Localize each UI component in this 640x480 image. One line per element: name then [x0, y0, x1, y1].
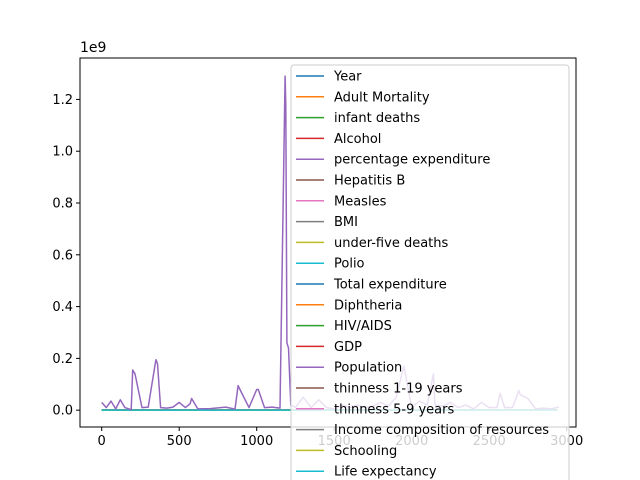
legend-label: under-five deaths: [334, 236, 448, 251]
y-tick-label: 0.6: [52, 248, 73, 263]
x-tick-label: 0: [98, 434, 106, 449]
legend-label: Year: [333, 70, 362, 85]
legend-label: Diphtheria: [334, 298, 402, 313]
legend-label: Schooling: [334, 444, 397, 459]
y-tick-label: 1.2: [52, 93, 73, 108]
y-tick-label: 0.2: [52, 352, 73, 367]
legend: Year Adult Mortality infant deaths Alcohol p…: [290, 64, 570, 480]
legend-label: Total expenditure: [333, 278, 447, 293]
legend-label: Polio: [334, 257, 365, 272]
legend-label: Adult Mortality: [334, 90, 430, 105]
legend-label: Alcohol: [334, 132, 381, 147]
x-tick-label: 1000: [240, 434, 273, 449]
legend-label: infant deaths: [334, 111, 420, 126]
legend-label: HIV/AIDS: [334, 319, 392, 334]
y-tick-label: 0.4: [52, 300, 73, 315]
y-tick-label: 0.0: [52, 404, 73, 419]
legend-label: Hepatitis B: [334, 174, 405, 189]
y-tick-label: 0.8: [52, 197, 73, 212]
legend-label: Life expectancy: [334, 465, 437, 480]
y-tick-label: 1.0: [52, 145, 73, 160]
legend-label: thinness 1-19 years: [334, 382, 463, 397]
legend-label: Measles: [334, 194, 387, 209]
x-tick-label: 500: [167, 434, 192, 449]
legend-label: BMI: [334, 215, 358, 230]
legend-box: [290, 64, 570, 480]
legend-label: thinness 5-9 years: [334, 402, 454, 417]
legend-label: Population: [334, 361, 402, 376]
legend-label: percentage expenditure: [334, 153, 490, 168]
legend-label: GDP: [334, 340, 362, 355]
y-scale-offset-label: 1e9: [80, 40, 106, 56]
y-axis: 0.0 0.2 0.4 0.6 0.8 1.0 1.2: [52, 93, 80, 419]
legend-label: Income composition of resources: [334, 423, 549, 438]
